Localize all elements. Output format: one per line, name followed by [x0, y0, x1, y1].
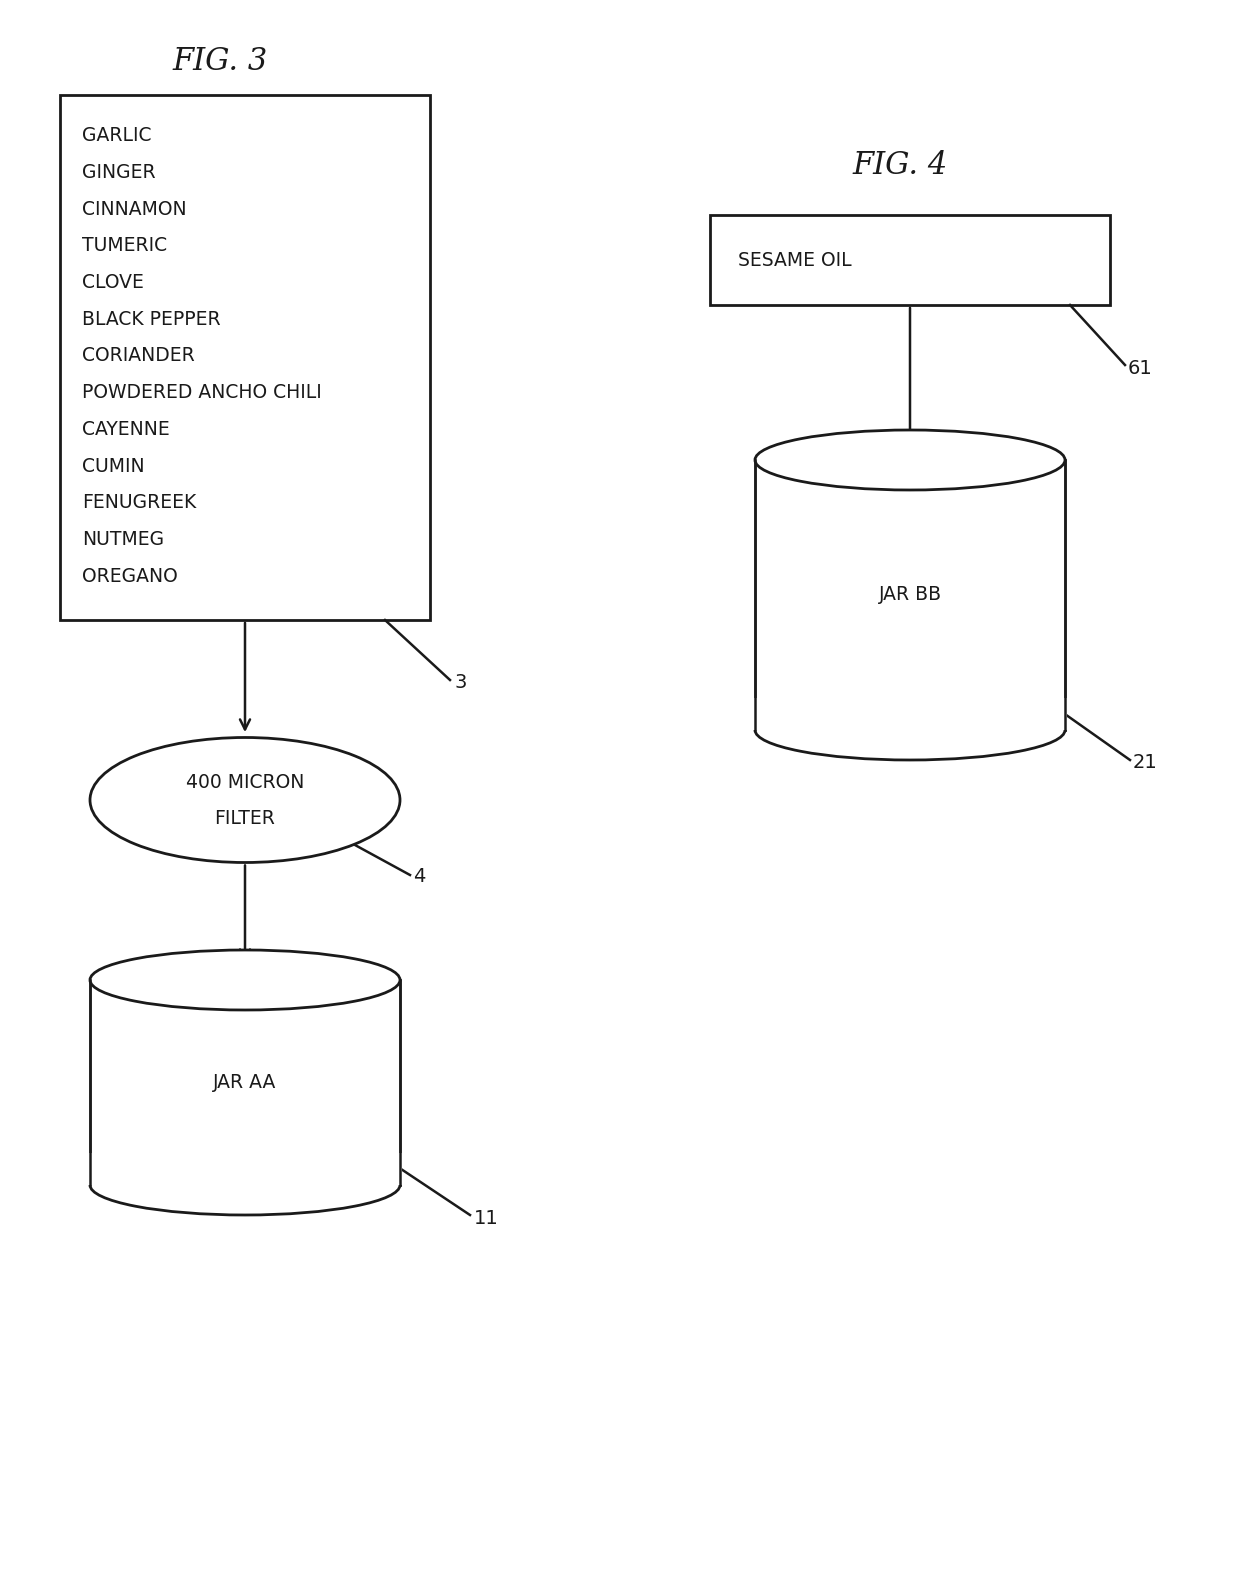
Text: OREGANO: OREGANO: [82, 567, 177, 586]
Text: BLACK PEPPER: BLACK PEPPER: [82, 310, 221, 329]
Text: CUMIN: CUMIN: [82, 456, 145, 476]
Text: FIG. 4: FIG. 4: [852, 150, 947, 180]
Ellipse shape: [755, 429, 1065, 490]
Text: 21: 21: [1133, 753, 1158, 772]
Text: FIG. 3: FIG. 3: [172, 46, 268, 78]
Text: JAR BB: JAR BB: [878, 586, 941, 605]
Ellipse shape: [91, 950, 401, 1010]
Text: FENUGREEK: FENUGREEK: [82, 493, 196, 512]
Text: GARLIC: GARLIC: [82, 126, 151, 145]
Text: NUTMEG: NUTMEG: [82, 530, 164, 549]
Text: 61: 61: [1128, 359, 1153, 378]
Text: CINNAMON: CINNAMON: [82, 200, 187, 219]
Ellipse shape: [91, 737, 401, 862]
Text: GINGER: GINGER: [82, 163, 156, 182]
Text: 3: 3: [455, 674, 467, 693]
Bar: [755, 460, 1065, 729]
Bar: [91, 980, 401, 1184]
Text: TUMERIC: TUMERIC: [82, 236, 167, 255]
Text: 4: 4: [413, 868, 425, 886]
Text: POWDERED ANCHO CHILI: POWDERED ANCHO CHILI: [82, 383, 321, 402]
Text: CAYENNE: CAYENNE: [82, 420, 170, 439]
Text: 11: 11: [474, 1208, 498, 1227]
Text: CLOVE: CLOVE: [82, 273, 144, 292]
Bar: [711, 215, 1110, 305]
Bar: [60, 96, 430, 619]
Text: 400 MICRON: 400 MICRON: [186, 772, 304, 792]
Text: JAR AA: JAR AA: [213, 1073, 277, 1092]
Ellipse shape: [755, 701, 1065, 760]
Text: SESAME OIL: SESAME OIL: [738, 251, 852, 270]
Ellipse shape: [91, 1156, 401, 1215]
Text: CORIANDER: CORIANDER: [82, 346, 195, 365]
Bar: [753, 697, 1066, 729]
Bar: [88, 1152, 402, 1184]
Text: FILTER: FILTER: [215, 809, 275, 827]
